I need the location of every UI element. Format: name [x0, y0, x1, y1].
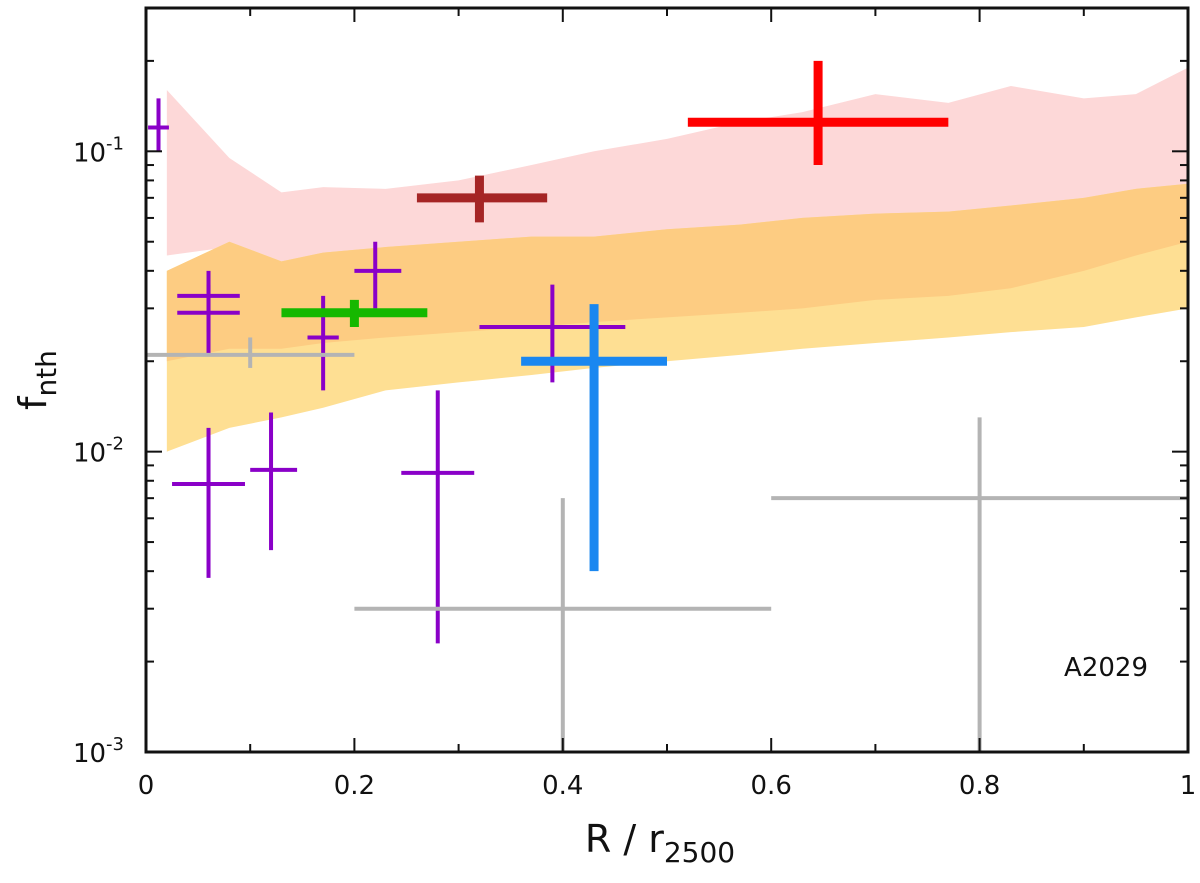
x-tick-label-5: 1	[1180, 771, 1197, 801]
series-layer	[146, 60, 1188, 752]
data-point-purple-6	[354, 241, 402, 309]
y-tick-label-base-2: 10	[73, 138, 106, 168]
data-point-gray-0	[146, 337, 355, 368]
x-tick-label-2: 0.4	[542, 771, 583, 801]
y-tick-label-exp-1: -2	[106, 434, 124, 455]
data-point-green-0	[281, 299, 428, 328]
x-tick-label-1: 0.2	[334, 771, 375, 801]
y-tick-label-1: 10-2	[73, 434, 124, 469]
data-point-red-0	[687, 60, 949, 166]
data-point-purple-8	[479, 284, 626, 383]
data-point-gray-2	[771, 417, 1188, 752]
y-tick-label-exp-2: -1	[106, 133, 124, 154]
bands-layer	[166, 67, 1189, 452]
y-axis-label: fnth	[11, 350, 63, 410]
y-tick-label-0: 10-3	[73, 734, 124, 769]
data-point-darkred-0	[416, 175, 548, 223]
y-tick-label-exp-0: -3	[106, 734, 124, 755]
x-tick-label-3: 0.6	[751, 771, 792, 801]
x-tick-label-0: 0	[138, 771, 155, 801]
ticks-layer: 0 0.2 0.4 0.6 0.8 110-310-210-1	[73, 8, 1196, 801]
y-tick-label-2: 10-1	[73, 133, 124, 168]
x-axis-label: R / r2500	[585, 817, 735, 869]
x-tick-label-4: 0.8	[959, 771, 1000, 801]
y-tick-label-base-0: 10	[73, 739, 106, 769]
y-tick-label-base-1: 10	[73, 439, 106, 469]
x-axis-label-sub: 2500	[664, 836, 735, 869]
x-axis-label-main: R / r	[585, 817, 664, 861]
data-point-purple-2	[177, 284, 240, 355]
annotation-label: A2029	[1064, 653, 1148, 683]
data-point-purple-4	[250, 412, 298, 551]
data-point-purple-7	[401, 390, 475, 644]
data-point-gray-1	[354, 498, 772, 752]
y-axis-label-main: f	[11, 395, 55, 410]
data-point-purple-3	[172, 427, 245, 578]
data-point-blue-0	[521, 304, 667, 572]
data-point-purple-0	[148, 98, 169, 152]
y-axis-label-sub: nth	[30, 350, 63, 396]
